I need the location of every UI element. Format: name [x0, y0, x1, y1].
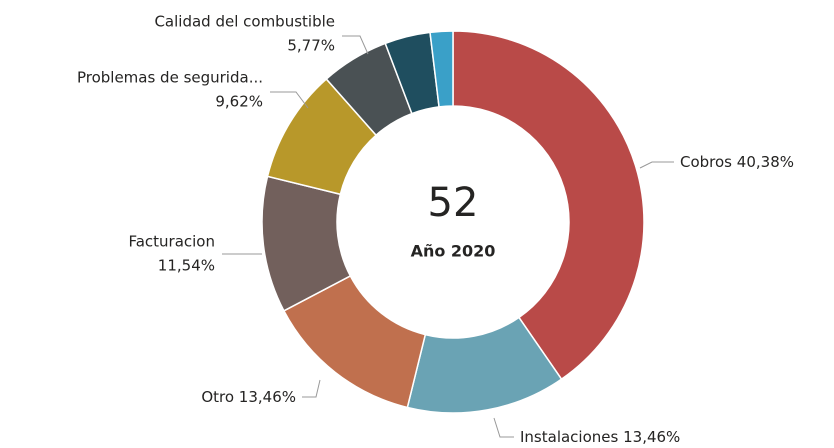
slice-value-label: 13,46%: [239, 388, 296, 406]
leader-line: [639, 161, 674, 169]
slice-label: Calidad del combustible: [154, 13, 335, 31]
slice-name: Instalaciones: [520, 428, 619, 446]
slice-name: Cobros: [680, 153, 732, 171]
slice-name: Otro: [201, 388, 234, 406]
slice-label: Instalaciones 13,46%: [520, 428, 680, 446]
leader-line: [493, 417, 514, 438]
slice-value-label: 9,62%: [215, 93, 263, 111]
leader-line: [270, 91, 309, 109]
slice: [452, 30, 645, 381]
slice-label: Otro 13,46%: [201, 388, 296, 406]
slice-value-label: 5,77%: [287, 37, 335, 55]
slice-label: Problemas de segurida...: [77, 69, 263, 87]
slice-label: Facturacion: [128, 233, 215, 251]
slice-label: Cobros 40,38%: [680, 153, 794, 171]
center-label: Año 2020: [411, 242, 496, 261]
leader-line: [342, 35, 369, 55]
center-value: 52: [428, 180, 479, 226]
slice-value-label: 13,46%: [623, 428, 680, 446]
leader-line: [302, 379, 321, 398]
slice-value-label: 11,54%: [158, 257, 215, 275]
slice-value-label: 40,38%: [737, 153, 794, 171]
slice: [429, 30, 454, 108]
